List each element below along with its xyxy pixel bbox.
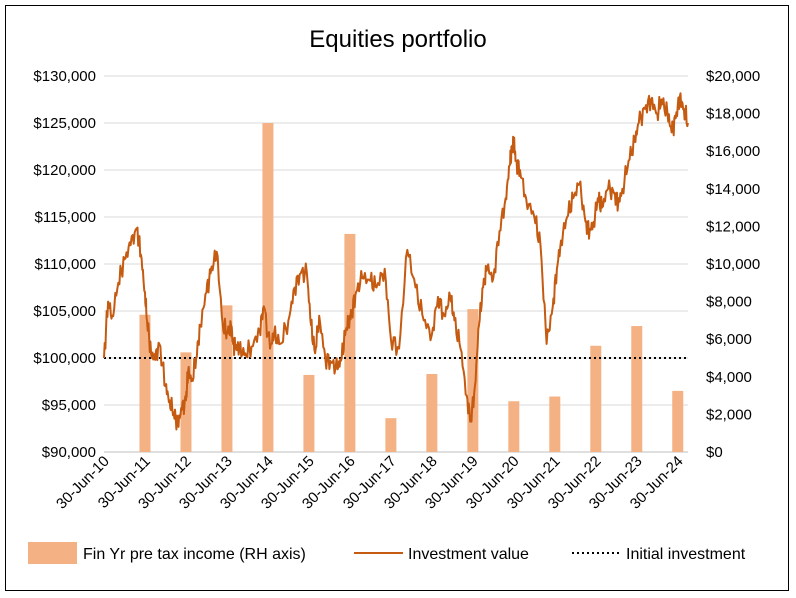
right-tick-label: $12,000 <box>706 218 760 235</box>
legend-label-income: Fin Yr pre tax income (RH axis) <box>83 546 306 563</box>
income-bar <box>631 326 643 452</box>
right-tick-label: $6,000 <box>706 331 752 348</box>
right-tick-label: $0 <box>706 444 723 461</box>
income-bar <box>385 418 397 452</box>
left-axis-ticks: $90,000 $95,000 $100,000 $105,000 $110,000 $1… <box>33 68 96 461</box>
legend-label-investment: Investment value <box>408 546 529 563</box>
investment-value-line <box>103 92 689 431</box>
income-bar <box>508 401 520 452</box>
left-tick-label: $120,000 <box>33 162 96 179</box>
right-tick-label: $2,000 <box>706 406 752 423</box>
income-bar <box>426 373 438 452</box>
left-tick-label: $100,000 <box>33 350 96 367</box>
legend: Fin Yr pre tax income (RH axis) Investmen… <box>28 542 746 564</box>
x-axis-ticks: 30-Jun-1030-Jun-1130-Jun-1230-Jun-1330-J… <box>53 453 687 513</box>
left-tick-label: $90,000 <box>42 444 96 461</box>
left-tick-label: $95,000 <box>42 397 96 414</box>
income-bar <box>590 345 602 452</box>
right-tick-label: $4,000 <box>706 369 752 386</box>
chart-title: Equities portfolio <box>309 26 486 53</box>
right-tick-label: $20,000 <box>706 68 760 85</box>
income-bar <box>262 123 274 452</box>
legend-swatch-income <box>28 542 77 564</box>
right-tick-label: $14,000 <box>706 181 760 198</box>
left-tick-label: $110,000 <box>35 256 96 273</box>
income-bar <box>139 314 151 452</box>
left-tick-label: $115,000 <box>35 209 96 226</box>
investment-value-path <box>103 92 689 431</box>
right-tick-label: $18,000 <box>706 106 760 123</box>
income-bar <box>549 396 561 452</box>
right-tick-label: $8,000 <box>706 294 752 311</box>
left-tick-label: $125,000 <box>33 115 96 132</box>
right-tick-label: $16,000 <box>706 143 760 160</box>
income-bar <box>180 352 192 452</box>
income-bars <box>139 123 684 452</box>
left-tick-label: $105,000 <box>33 303 96 320</box>
left-tick-label: $130,000 <box>33 68 96 85</box>
right-tick-label: $10,000 <box>706 256 760 273</box>
income-bar <box>672 390 684 452</box>
income-bar <box>303 374 315 452</box>
income-bar <box>221 305 233 452</box>
legend-label-initial: Initial investment <box>626 546 746 563</box>
income-bar <box>467 309 479 452</box>
right-axis-ticks: $0 $2,000 $4,000 $6,000 $8,000 $10,000 $12,000… <box>706 68 760 461</box>
income-bar <box>344 233 356 452</box>
